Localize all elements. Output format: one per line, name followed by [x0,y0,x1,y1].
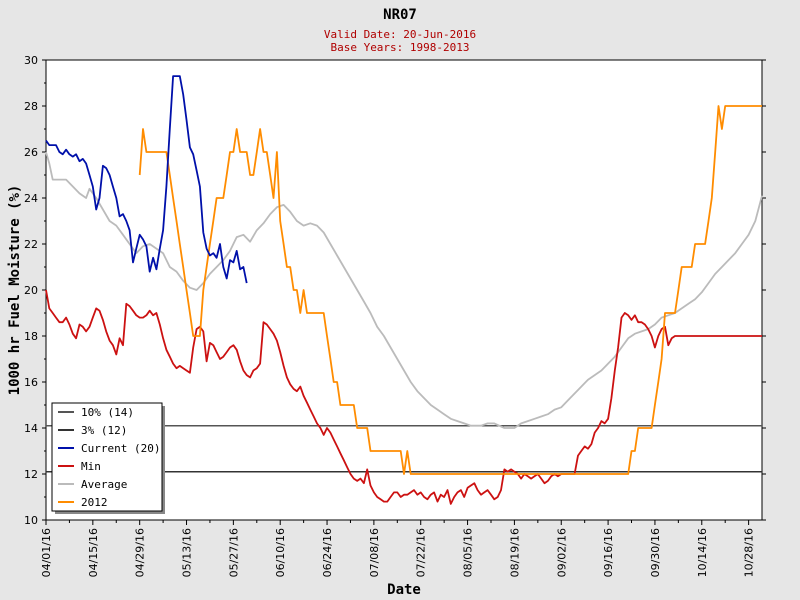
legend-box [51,402,163,512]
series-line-average [45,151,763,429]
x-tick-label: 06/24/16 [321,528,334,577]
y-tick-label: 28 [24,100,38,113]
chart-subtitle-valid-date: Valid Date: 20-Jun-2016 [323,28,477,41]
y-tick-label: 16 [24,376,38,389]
y-tick-label: 18 [24,330,38,343]
x-tick-label: 04/15/16 [87,528,100,577]
x-tick-label: 08/19/16 [508,528,521,577]
chart-title: NR07 [383,7,417,23]
series-line-current-20 [45,75,248,284]
x-tick-label: 05/27/16 [227,528,240,577]
series-line-2012 [138,105,762,475]
legend-label: 10% (14) [81,406,134,419]
y-tick-label: 24 [24,192,38,205]
x-tick-label: 08/05/16 [462,528,475,577]
y-tick-label: 30 [24,54,38,67]
legend-label: 2012 [81,496,108,509]
y-tick-label: 10 [24,514,38,527]
x-tick-label: 04/29/16 [134,528,147,577]
x-tick-label: 06/10/16 [274,528,287,577]
chart-subtitle-base-years: Base Years: 1998-2013 [330,41,470,54]
x-axis-title: Date [387,582,421,598]
x-tick-label: 07/22/16 [415,528,428,577]
y-axis-title: 1000 hr Fuel Moisture (%) [7,185,23,396]
x-tick-label: 07/08/16 [368,528,381,577]
x-tick-label: 04/01/16 [40,528,53,577]
plot-area [45,59,763,521]
x-tick-label: 05/13/16 [181,528,194,577]
y-tick-label: 14 [24,422,38,435]
legend-label: 3% (12) [81,424,127,437]
x-tick-label: 10/14/16 [696,528,709,577]
y-tick-label: 22 [24,238,38,251]
legend-label: Min [81,460,101,473]
y-tick-label: 20 [24,284,38,297]
x-tick-label: 10/28/16 [743,528,756,577]
x-tick-label: 09/16/16 [602,528,615,577]
x-tick-label: 09/02/16 [555,528,568,577]
legend-label: Current (20) [81,442,160,455]
y-tick-label: 12 [24,468,38,481]
legend-label: Average [81,478,127,491]
y-tick-label: 26 [24,146,38,159]
x-tick-label: 09/30/16 [649,528,662,577]
